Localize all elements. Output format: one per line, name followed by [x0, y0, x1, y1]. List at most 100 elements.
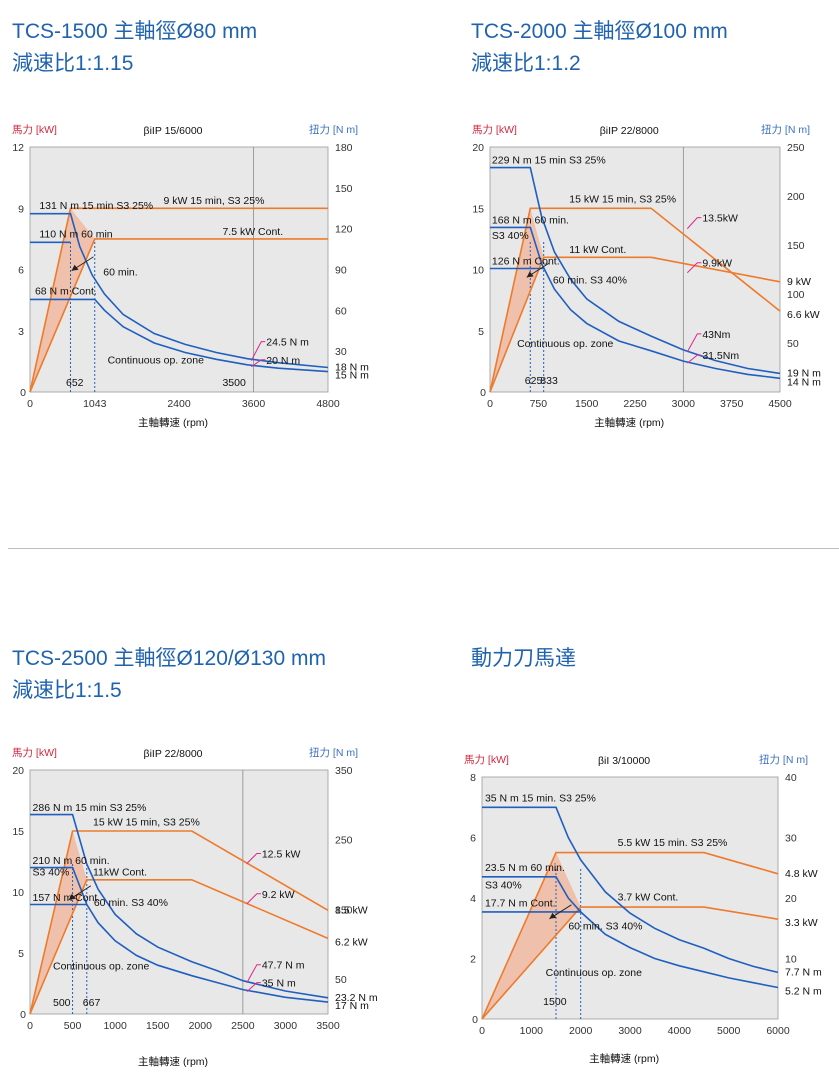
x-tick-label: 0: [479, 1025, 485, 1037]
callout-label: 20 N m: [266, 355, 300, 367]
data-label: 625: [525, 375, 543, 387]
data-label: Continuous op. zone: [108, 354, 204, 366]
x-tick-label: 1500: [575, 398, 599, 410]
chart-svg: 0 1043 2400 3600 4800 0 3 6 9 12 30 60 90 120 150 180 馬力…: [12, 123, 369, 429]
data-label: 60 min. S3 40%: [568, 920, 642, 932]
power-series-line: [489, 207, 781, 393]
data-label: 17.7 N m Cont.: [485, 897, 556, 909]
y-left-tick-label: 8: [470, 772, 476, 784]
y-right-axis-label: 扭力 [N m]: [309, 746, 358, 759]
heading-line-1: TCS-2500 主軸徑Ø120/Ø130 mm: [12, 647, 326, 670]
callout-leader: [246, 964, 261, 983]
data-label: Continuous op. zone: [517, 338, 613, 350]
end-value-label: 3.3 kW: [785, 917, 818, 929]
data-label: S3 40%: [33, 866, 70, 878]
torque-series-line: [30, 866, 329, 1003]
x-tick-label: 2000: [189, 1020, 213, 1032]
heading-line-2: 減速比1:1.5: [12, 679, 122, 702]
heading-line-2: 減速比1:1.15: [12, 52, 134, 75]
data-label: 60 min. S3 40%: [94, 897, 168, 909]
torque-series-line: [482, 876, 779, 989]
y-right-tick-label: 50: [787, 338, 799, 350]
data-label: 3500: [222, 377, 246, 389]
y-left-tick-label: 3: [18, 326, 24, 338]
callout-leader: [686, 262, 702, 274]
x-axis-label: 主軸轉速 (rpm): [138, 1055, 208, 1068]
end-value-label: 15 N m: [335, 370, 369, 382]
callout-label: 13.5kW: [702, 213, 738, 225]
callout-label: 9.2 kW: [262, 889, 295, 901]
chart-title: βiIP 22/8000: [600, 125, 659, 137]
y-right-tick-label: 50: [335, 974, 347, 986]
heading-line-1: TCS-1500 主軸徑Ø80 mm: [12, 20, 258, 43]
callout-leader: [687, 354, 702, 364]
chart-panel-tcs2500: TCS-2500 主軸徑Ø120/Ø130 mm 減速比1:1.5 0 500 10…: [0, 552, 420, 1072]
y-left-tick-label: 12: [12, 142, 24, 154]
x-tick-label: 1000: [103, 1020, 127, 1032]
chart-panel-tcs1500: TCS-1500 主軸徑Ø80 mm 減速比1:1.15 0 1043 2400 36…: [0, 0, 420, 545]
chart-panel-tcs2000: TCS-2000 主軸徑Ø100 mm 減速比1:1.2 0 750 1500 225…: [460, 0, 839, 545]
y-left-tick-label: 10: [472, 265, 484, 277]
y-right-axis-label: 扭力 [N m]: [761, 123, 810, 136]
data-label: 157 N m Cont.: [33, 892, 101, 904]
data-label: 60 min. S3 40%: [553, 274, 627, 286]
end-value-label: 7.7 N m: [785, 966, 822, 978]
x-axis-label: 主軸轉速 (rpm): [589, 1052, 659, 1065]
data-label: 15 kW 15 min, S3 25%: [569, 194, 676, 206]
heading-line-2: 減速比1:1.2: [471, 52, 581, 75]
y-right-tick-label: 250: [335, 835, 353, 847]
y-right-axis-label: 扭力 [N m]: [759, 753, 808, 766]
x-tick-label: 0: [487, 398, 493, 410]
zone-arrow-head: [526, 271, 534, 278]
x-tick-label: 2500: [231, 1020, 255, 1032]
x-tick-label: 2000: [569, 1025, 593, 1037]
x-tick-label: 3000: [618, 1025, 642, 1037]
y-left-tick-label: 2: [470, 954, 476, 966]
y-right-tick-label: 200: [787, 191, 805, 203]
callout-leader: [246, 893, 261, 905]
zone-arrow-head: [71, 264, 79, 271]
y-right-tick-label: 60: [335, 305, 347, 317]
callout-leader: [250, 341, 266, 361]
data-label: 131 N m 15 min S3 25%: [39, 200, 153, 212]
data-label: 229 N m 15 min S3 25%: [492, 155, 606, 167]
data-label: Continuous op. zone: [546, 967, 642, 979]
section-divider: [8, 548, 839, 549]
y-right-axis-label: 扭力 [N m]: [309, 123, 358, 136]
data-label: 35 N m 15 min. S3 25%: [485, 793, 596, 805]
y-right-tick-label: 40: [785, 772, 797, 784]
data-label: 667: [83, 997, 101, 1009]
y-right-tick-label: 100: [787, 289, 805, 301]
y-left-tick-label: 9: [18, 203, 24, 215]
data-label: 7.5 kW Cont.: [222, 226, 283, 238]
torque-series-line: [482, 806, 779, 974]
end-value-label: 9 kW: [787, 276, 811, 288]
callout-label: 12.5 kW: [262, 849, 301, 861]
end-value-label: 6.6 kW: [787, 309, 820, 321]
data-label: 23.5 N m 60 min.: [485, 862, 565, 874]
data-label: 652: [66, 377, 84, 389]
x-axis-label: 主軸轉速 (rpm): [594, 416, 664, 429]
y-right-tick-label: 10: [785, 954, 797, 966]
x-axis-label: 主軸轉速 (rpm): [138, 416, 208, 429]
end-value-label: 18 N m: [335, 362, 369, 374]
x-tick-label: 3500: [316, 1020, 340, 1032]
chart-panel-live-tool-motor: 動力刀馬達 0 1000 2000 3000 4000 5000 6000 0 2 4 6 8 10 20…: [460, 552, 839, 1072]
callout-label: 35 N m: [262, 978, 296, 990]
torque-series-line: [30, 298, 329, 373]
data-label: 68 N m Cont.: [35, 286, 97, 298]
data-label: S3 40%: [485, 880, 522, 892]
x-tick-label: 3600: [242, 398, 266, 410]
callout-leader: [686, 217, 702, 229]
data-label: 1500: [543, 996, 567, 1008]
power-series-line: [29, 830, 329, 1015]
y-left-tick-label: 5: [18, 948, 24, 960]
x-tick-label: 3000: [672, 398, 696, 410]
end-value-label: 19 N m: [787, 367, 821, 379]
x-tick-label: 6000: [766, 1025, 790, 1037]
y-right-tick-label: 150: [335, 183, 353, 195]
x-tick-label: 1500: [146, 1020, 170, 1032]
data-label: 110 N m 60 min: [39, 229, 112, 241]
x-tick-label: 1043: [83, 398, 107, 410]
data-label: 168 N m 60 min.: [492, 214, 569, 226]
